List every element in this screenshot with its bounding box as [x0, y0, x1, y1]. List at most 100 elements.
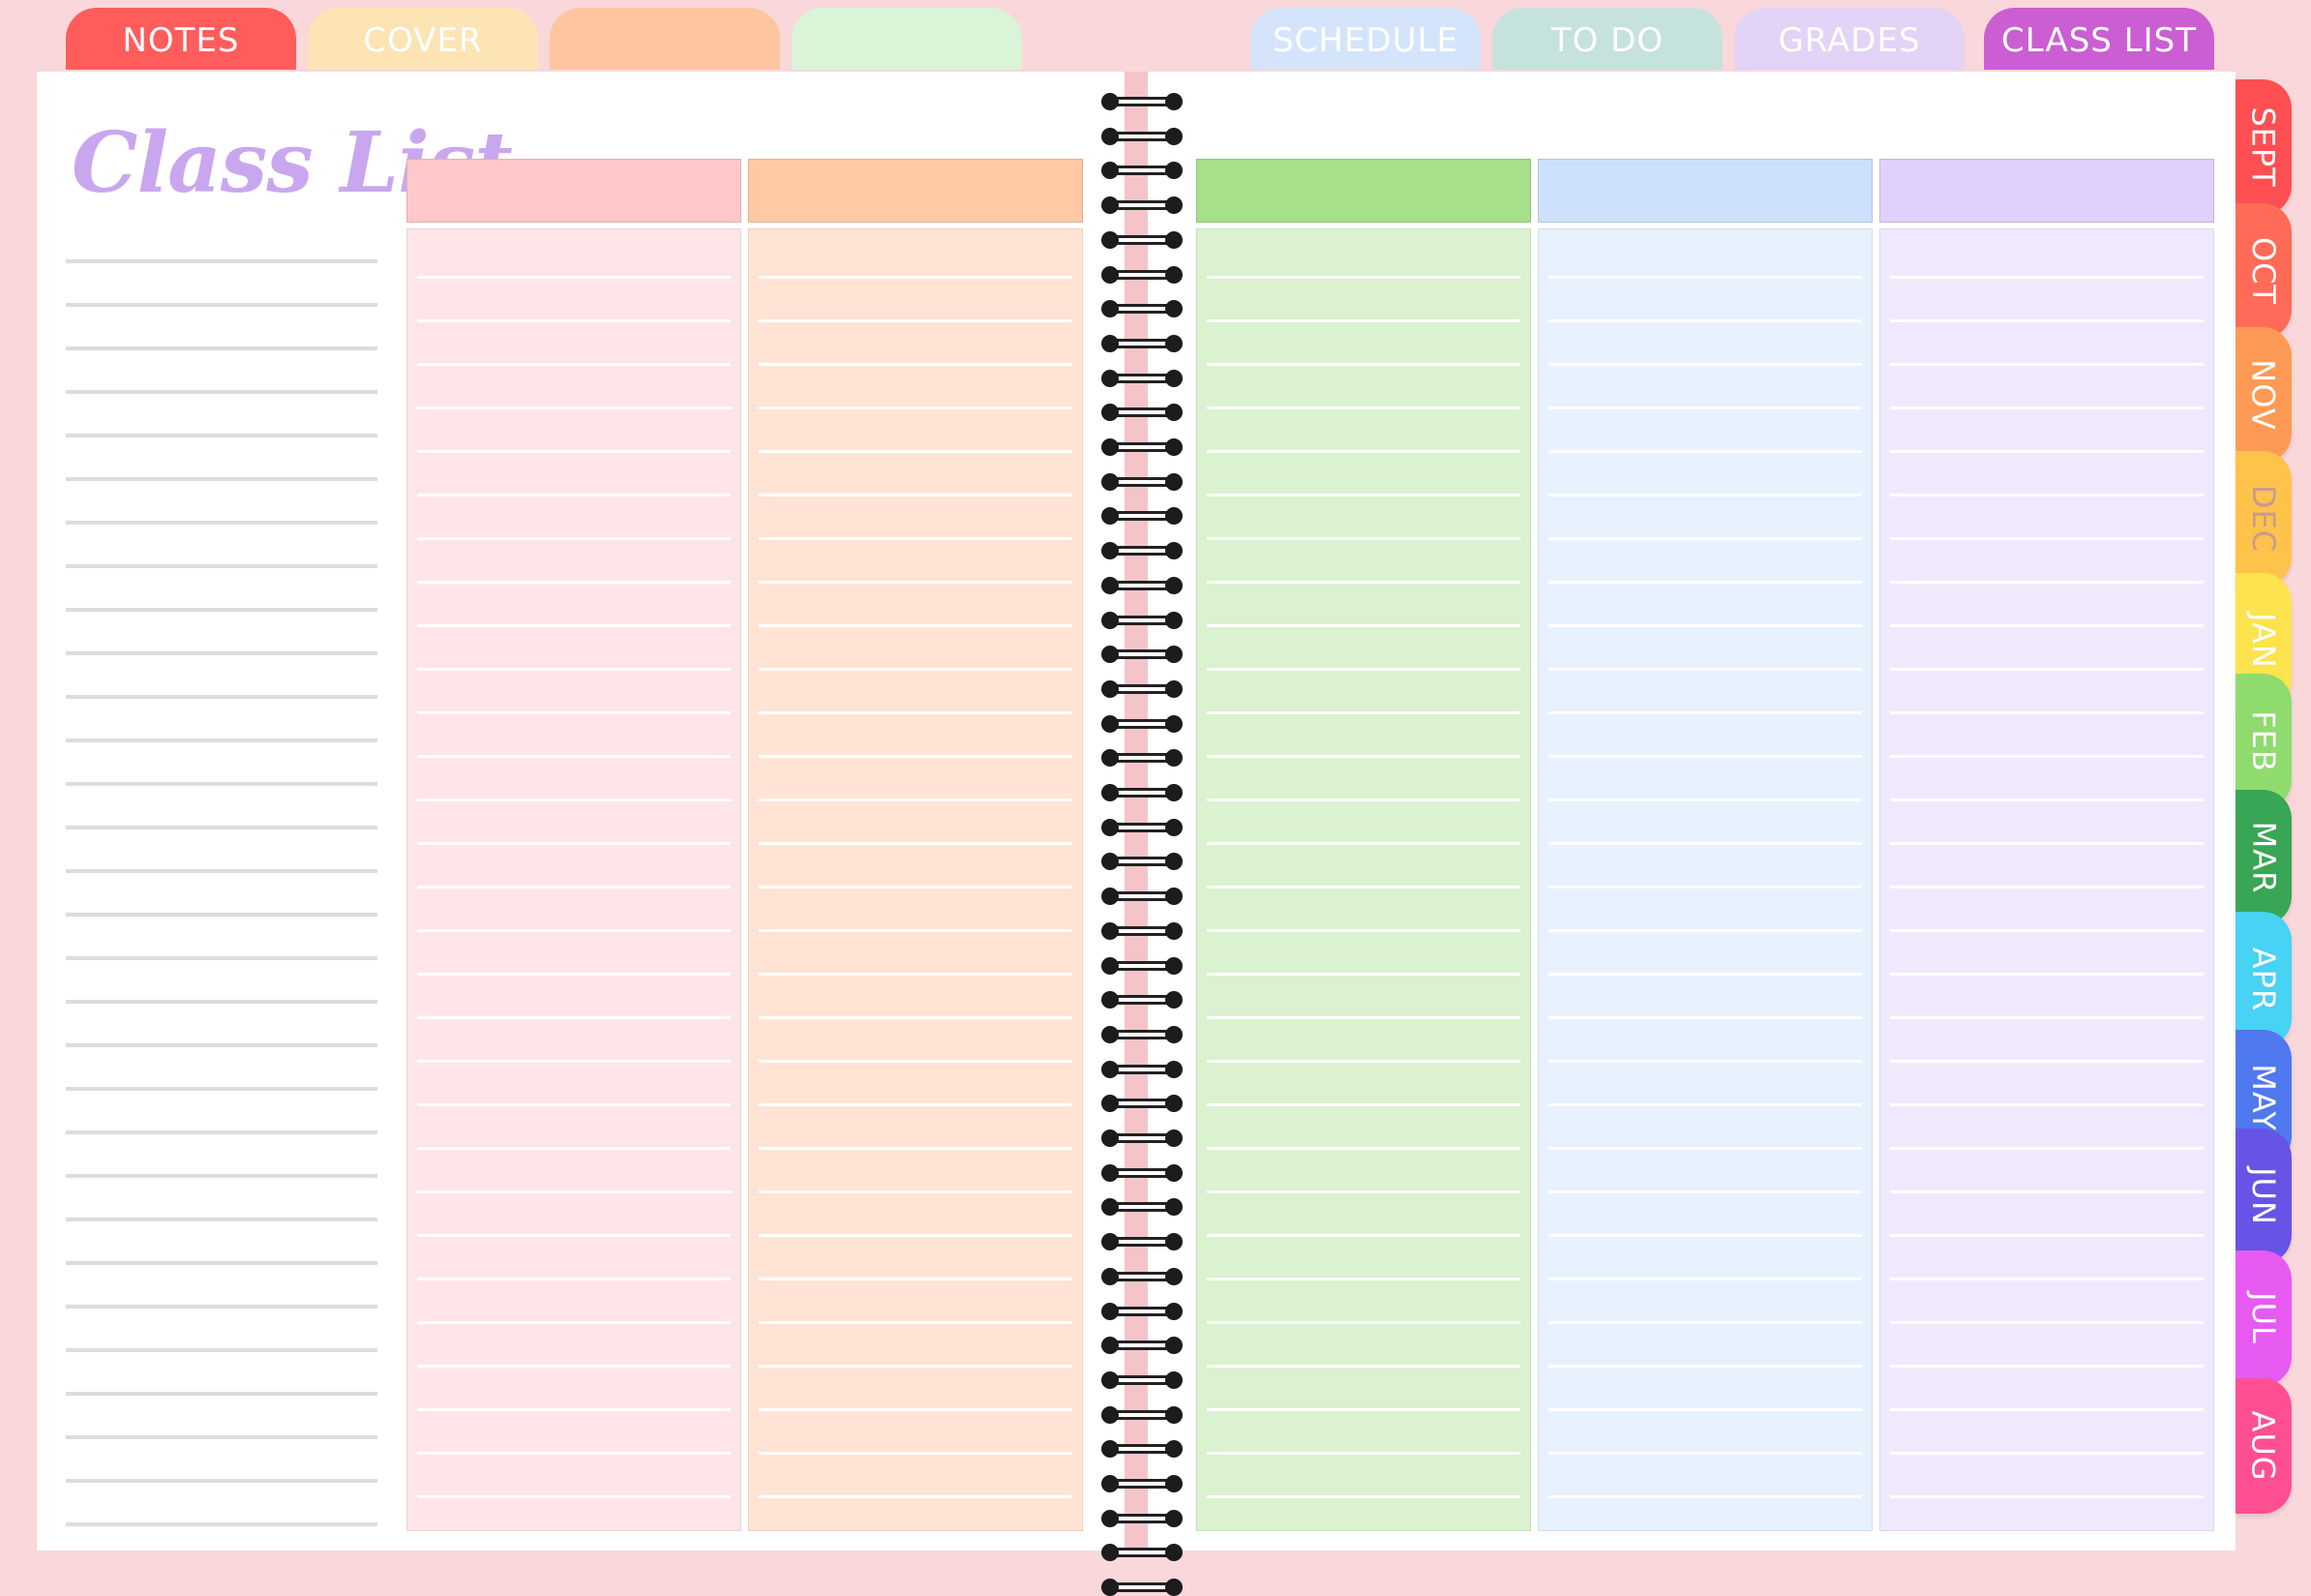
month-tab-label: JAN [2244, 613, 2282, 669]
month-tab-dec[interactable]: DEC [2236, 451, 2292, 587]
row-line [1207, 276, 1520, 279]
row-line [1207, 973, 1520, 976]
row-line [1890, 886, 2204, 888]
name-line[interactable] [66, 346, 377, 350]
row-line [1890, 973, 2204, 976]
name-line[interactable] [66, 608, 377, 612]
row-line [1207, 1060, 1520, 1063]
name-line[interactable] [66, 695, 377, 699]
name-line[interactable] [66, 303, 377, 307]
row-line [417, 624, 731, 627]
spine [1125, 72, 1148, 1551]
name-line[interactable] [66, 1435, 377, 1439]
name-line[interactable] [66, 782, 377, 786]
row-line [1548, 1321, 1862, 1324]
row-line [1548, 1278, 1862, 1280]
name-line[interactable] [66, 1348, 377, 1352]
row-line [1890, 319, 2204, 322]
column-header-3[interactable] [1196, 159, 1531, 223]
month-tab-label: DEC [2245, 484, 2283, 554]
row-line [417, 886, 731, 888]
name-line[interactable] [66, 521, 377, 525]
name-line[interactable] [66, 1218, 377, 1221]
top-tab-class-list[interactable]: CLASS LIST [1984, 8, 2214, 70]
month-tab-mar[interactable]: MAR [2236, 790, 2292, 925]
column-header-1[interactable] [406, 159, 741, 223]
spiral-coil [1101, 991, 1183, 1009]
month-tab-apr[interactable]: APR [2236, 912, 2292, 1047]
row-line [1548, 1147, 1862, 1150]
name-line[interactable] [66, 434, 377, 437]
name-line[interactable] [66, 390, 377, 394]
month-tab-sept[interactable]: SEPT [2236, 79, 2292, 215]
name-line[interactable] [66, 651, 377, 655]
name-line[interactable] [66, 1130, 377, 1134]
row-line [417, 1190, 731, 1193]
name-line[interactable] [66, 1261, 377, 1265]
row-line [1890, 1234, 2204, 1237]
column-body-5 [1879, 228, 2214, 1531]
row-line [1548, 755, 1862, 758]
top-tab-label: SCHEDULE [1273, 21, 1458, 60]
spiral-coil [1101, 162, 1183, 180]
row-line [1207, 755, 1520, 758]
row-line [1548, 1190, 1862, 1193]
name-line[interactable] [66, 1392, 377, 1396]
top-tab-label: NOTES [122, 21, 240, 60]
month-tab-jun[interactable]: JUN [2236, 1129, 2292, 1264]
top-tab-blank-orange[interactable] [550, 8, 780, 70]
name-line[interactable] [66, 1174, 377, 1178]
row-line [1548, 1495, 1862, 1498]
name-line[interactable] [66, 259, 377, 263]
name-line[interactable] [66, 1043, 377, 1047]
name-line[interactable] [66, 1087, 377, 1091]
row-line [417, 1408, 731, 1411]
top-tab-label: TO DO [1550, 21, 1665, 60]
top-tab-schedule[interactable]: SCHEDULE [1250, 8, 1481, 70]
row-line [1207, 1234, 1520, 1237]
top-tab-blank-green[interactable] [792, 8, 1022, 70]
spiral-coil [1101, 1544, 1183, 1562]
name-line[interactable] [66, 738, 377, 742]
name-line[interactable] [66, 1000, 377, 1004]
row-line [1548, 668, 1862, 671]
name-line[interactable] [66, 1479, 377, 1483]
top-tab-grades[interactable]: GRADES [1734, 8, 1965, 70]
row-line [1890, 1190, 2204, 1193]
month-tab-feb[interactable]: FEB [2236, 674, 2292, 809]
row-line [417, 363, 731, 366]
name-line[interactable] [66, 1522, 377, 1526]
top-tab-notes[interactable]: NOTES [66, 8, 296, 70]
month-tab-aug[interactable]: AUG [2236, 1378, 2292, 1514]
row-line [417, 668, 731, 671]
month-tab-nov[interactable]: NOV [2236, 327, 2292, 463]
row-line [1207, 668, 1520, 671]
name-line[interactable] [66, 826, 377, 829]
name-line[interactable] [66, 564, 377, 568]
row-line [1890, 1321, 2204, 1324]
row-line [1890, 798, 2204, 801]
spiral-coil [1101, 438, 1183, 456]
column-header-4[interactable] [1538, 159, 1873, 223]
name-line[interactable] [66, 869, 377, 873]
row-line [417, 1060, 731, 1063]
top-tab-to-do[interactable]: TO DO [1492, 8, 1723, 70]
spiral-coil [1101, 507, 1183, 526]
row-line [759, 842, 1072, 845]
name-line[interactable] [66, 913, 377, 917]
name-line[interactable] [66, 956, 377, 960]
column-header-2[interactable] [748, 159, 1083, 223]
spiral-coil [1101, 472, 1183, 491]
row-line [759, 1190, 1072, 1193]
spiral-coil [1101, 1267, 1183, 1285]
row-line [759, 973, 1072, 976]
month-tab-jul[interactable]: JUL [2236, 1250, 2292, 1386]
top-tab-cover[interactable]: COVER [308, 8, 538, 70]
column-header-5[interactable] [1879, 159, 2214, 223]
name-line[interactable] [66, 1305, 377, 1309]
month-tab-label: JUL [2245, 1292, 2282, 1344]
month-tab-oct[interactable]: OCT [2236, 203, 2292, 339]
row-line [1207, 494, 1520, 497]
row-line [417, 581, 731, 584]
name-line[interactable] [66, 477, 377, 481]
